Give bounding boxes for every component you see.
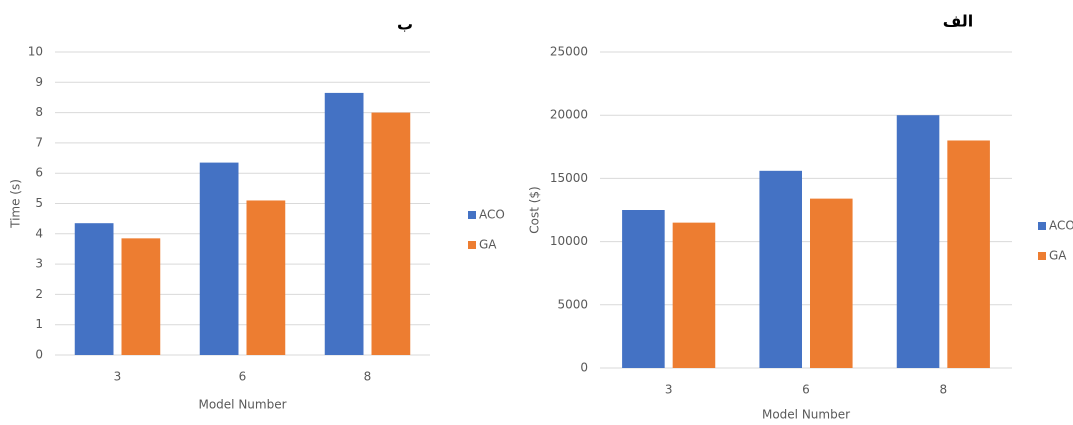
x-tick-label: 3 — [665, 383, 673, 397]
bar — [810, 199, 853, 368]
y-tick-label: 2 — [35, 287, 43, 301]
y-tick-label: 1 — [35, 317, 43, 331]
x-tick-label: 8 — [940, 383, 948, 397]
x-axis-label: Model Number — [198, 398, 286, 412]
x-tick-label: 8 — [364, 370, 372, 384]
y-tick-label: 15000 — [550, 171, 588, 185]
y-tick-label: 3 — [35, 257, 43, 271]
chart-title: الف — [943, 12, 974, 31]
figure: ب 0 1 2 3 4 5 6 7 8 9 10 3 6 8 Model Number Time (s) ACO G… — [0, 0, 1073, 425]
bar — [325, 93, 364, 355]
y-tick-label: 6 — [35, 166, 43, 180]
bar — [759, 171, 802, 368]
bar — [622, 210, 665, 368]
bar — [897, 115, 940, 368]
legend-swatch — [468, 211, 476, 219]
y-tick-label: 9 — [35, 75, 43, 89]
legend-swatch — [468, 241, 476, 249]
y-tick-label: 20000 — [550, 108, 588, 122]
y-tick-label: 0 — [580, 361, 588, 375]
x-axis-label: Model Number — [762, 408, 850, 422]
chart-title: ب — [397, 15, 413, 34]
bar — [247, 200, 286, 355]
legend-label: ACO — [479, 208, 505, 222]
y-tick-label: 5000 — [557, 297, 588, 311]
y-tick-label: 0 — [35, 348, 43, 362]
y-axis-label: Cost ($) — [528, 186, 542, 234]
x-tick-label: 6 — [239, 370, 247, 384]
y-tick-label: 8 — [35, 105, 43, 119]
y-tick-label: 25000 — [550, 45, 588, 59]
legend-swatch — [1038, 252, 1046, 260]
x-tick-label: 6 — [802, 383, 810, 397]
y-tick-label: 5 — [35, 196, 43, 210]
bar — [200, 163, 239, 355]
legend-label: ACO — [1049, 219, 1073, 233]
bar — [947, 140, 990, 368]
y-tick-label: 10 — [28, 45, 43, 59]
legend-label: GA — [479, 238, 497, 252]
y-axis-label: Time (s) — [9, 179, 23, 229]
y-tick-label: 7 — [35, 135, 43, 149]
y-tick-label: 4 — [35, 226, 43, 240]
bar — [122, 238, 161, 355]
legend-label: GA — [1049, 249, 1067, 263]
y-tick-label: 10000 — [550, 234, 588, 248]
x-tick-label: 3 — [114, 370, 122, 384]
bar — [372, 113, 411, 355]
bar — [75, 223, 114, 355]
legend-swatch — [1038, 222, 1046, 230]
bar — [673, 223, 716, 368]
